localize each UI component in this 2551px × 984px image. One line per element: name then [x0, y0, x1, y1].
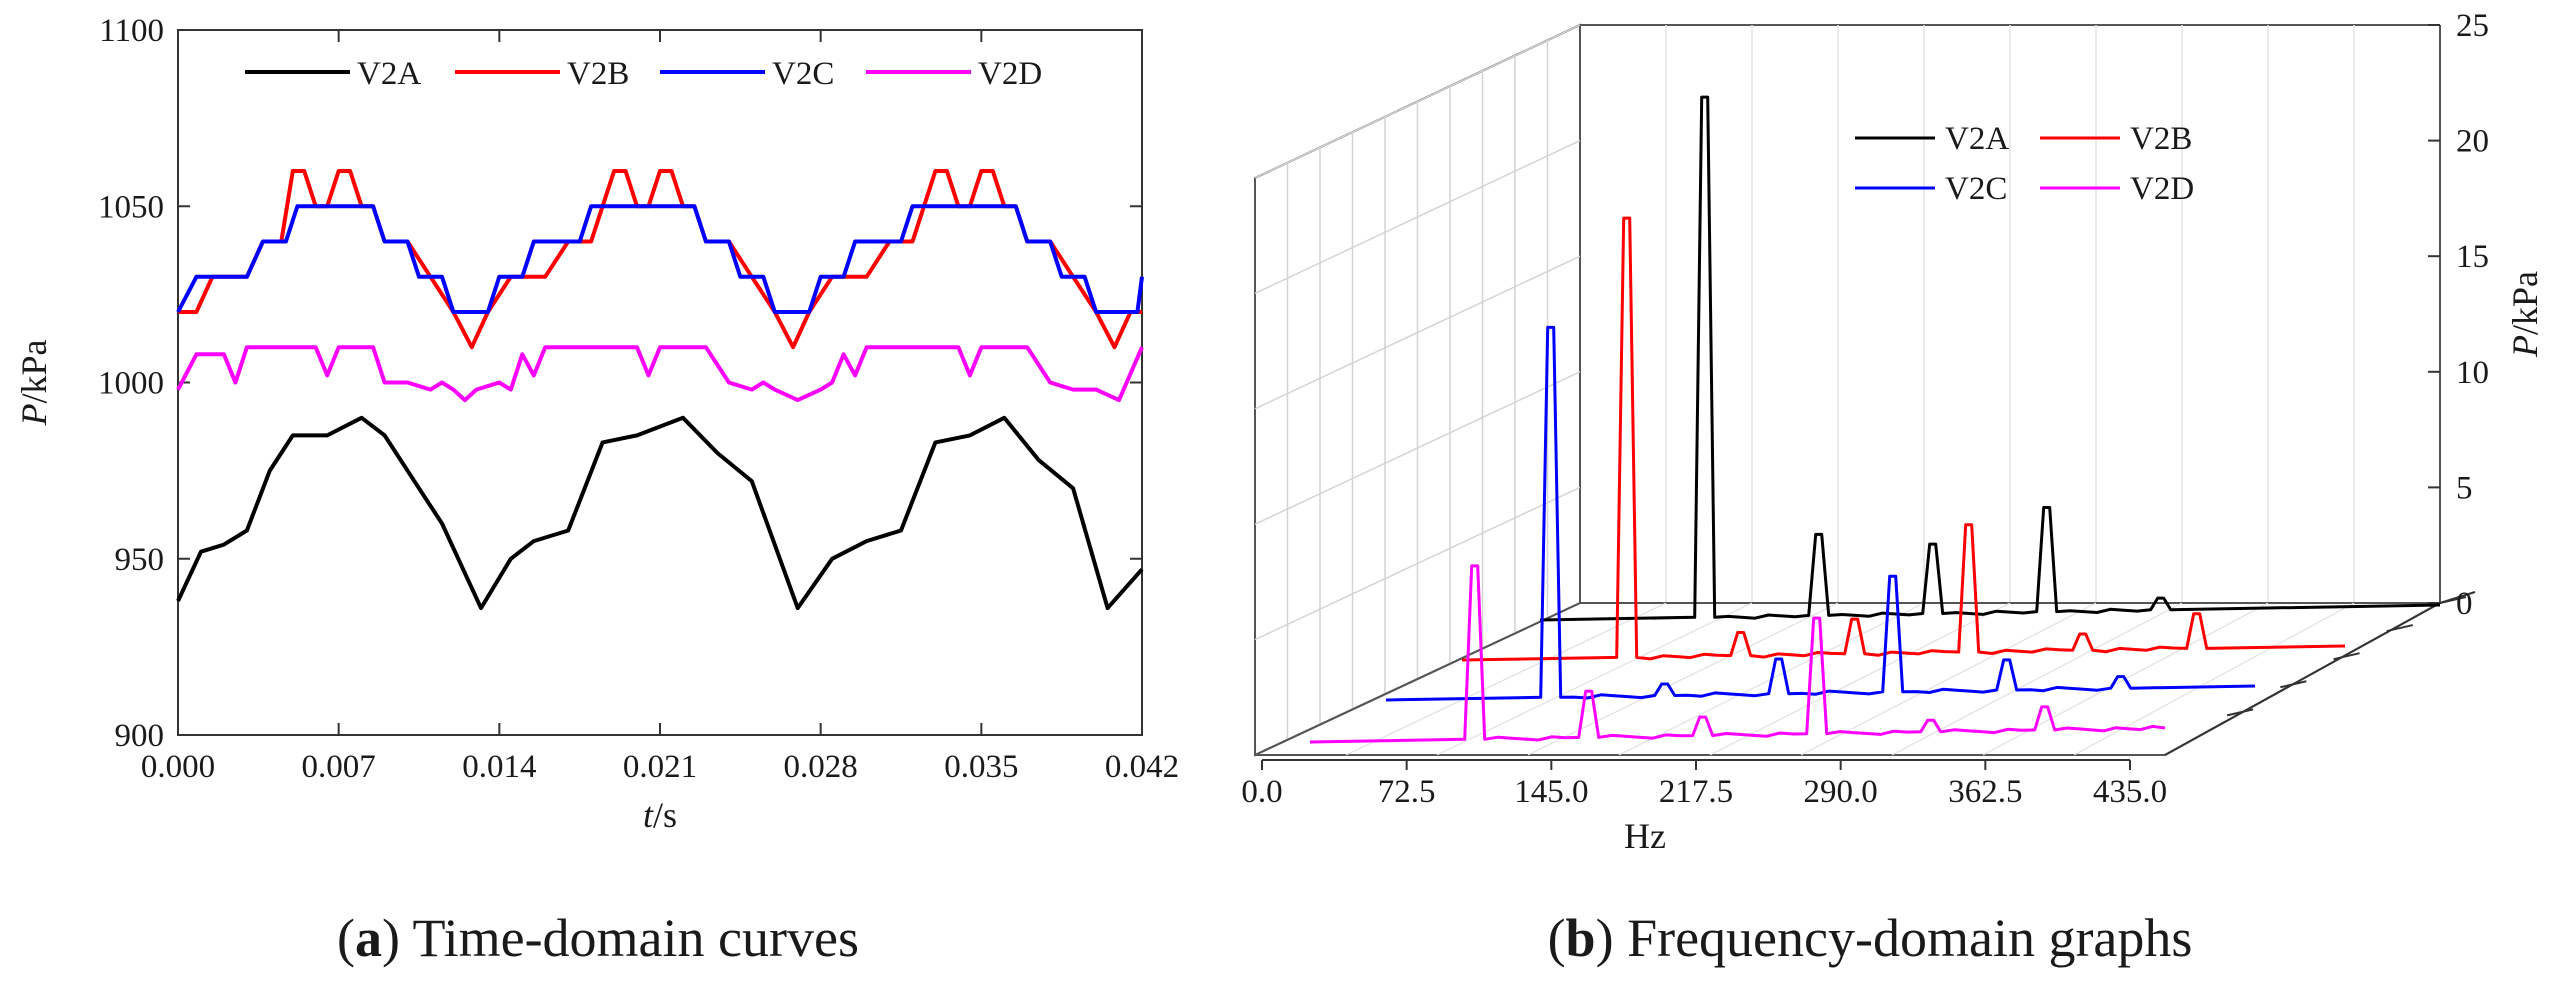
legend-label-v2b: V2B: [2130, 121, 2192, 157]
legend-label-v2a: V2A: [357, 56, 421, 92]
time-domain-chart: 0.000 0.007 0.014 0.021 0.028 0.035 0.042 900 95…: [14, 13, 1179, 835]
y-axis-label: P/kPa: [14, 339, 54, 426]
x-axis-label: Hz: [1624, 816, 1666, 856]
x-axis-label: t/s: [643, 795, 677, 835]
y-tick-label: 950: [115, 542, 165, 578]
legend-label-v2b: V2B: [567, 56, 629, 92]
spectrum-v2c: [1385, 325, 2256, 702]
legend-label-v2d: V2D: [2130, 171, 2194, 207]
legend-label-v2d: V2D: [978, 56, 1042, 92]
y-tick-label: 1000: [98, 366, 164, 402]
legend-label-v2a: V2A: [1945, 121, 2009, 157]
x-tick-label: 290.0: [1804, 774, 1878, 810]
x-tick-label: 145.0: [1514, 774, 1588, 810]
plot-frame: [177, 29, 1143, 736]
x-tick-label: 0.021: [623, 749, 697, 785]
floor-gridline: [1800, 602, 2097, 756]
back-wall-z-gridline: [1254, 24, 1581, 179]
floor-gridline: [1436, 602, 1753, 756]
caption-b: (b) Frequency-domain graphs: [1548, 908, 2193, 968]
z-tick-label: 0: [2456, 586, 2473, 622]
depth-axis: [2164, 602, 2441, 756]
series-line-v2d: [176, 345, 1144, 403]
back-wall-z-gridline: [1254, 371, 1581, 525]
back-wall-z-gridline: [1254, 255, 1581, 410]
floor-gridline: [1891, 602, 2183, 756]
z-tick-label: 20: [2456, 124, 2489, 160]
depth-tick: [2333, 652, 2360, 661]
depth-axis-ext: [2439, 591, 2476, 604]
z-tick-label: 25: [2456, 8, 2489, 44]
x-tick-label: 0.0: [1241, 774, 1282, 810]
z-tick-label: 15: [2456, 239, 2489, 275]
x-tick-label: 0.035: [944, 749, 1018, 785]
floor-gridline: [1345, 602, 1667, 756]
x-tick-label: 0.042: [1105, 749, 1179, 785]
y-tick-label: 900: [115, 718, 165, 754]
series-line-v2a: [176, 415, 1144, 611]
z-tick-label: 10: [2456, 355, 2489, 391]
y-tick-label: 1050: [98, 189, 164, 225]
back-wall-z-gridline: [1254, 139, 1581, 295]
frequency-domain-chart: 0 5 10 15 20 25 P/kPa 0.0 72.5 145.0 217.5 290.0 362…: [1241, 8, 2545, 856]
spectrum-v2d: [1309, 564, 2166, 744]
floor-gridline: [2073, 602, 2355, 756]
back-wall-z-gridline: [1254, 486, 1581, 641]
x-tick-label: 362.5: [1948, 774, 2022, 810]
spectrum-v2b: [1461, 216, 2346, 662]
x-tick-label: 0.014: [462, 749, 536, 785]
y-tick-label: 1100: [99, 13, 164, 49]
z-tick-label: 5: [2456, 470, 2473, 506]
legend-label-v2c: V2C: [772, 56, 834, 92]
spectrum-v2a: [1539, 95, 2441, 622]
x-tick-label: 72.5: [1378, 774, 1436, 810]
x-tick-label: 0.000: [141, 749, 215, 785]
x-tick-label: 435.0: [2093, 774, 2167, 810]
floor-gridline: [1527, 602, 1839, 756]
x-tick-label: 217.5: [1659, 774, 1733, 810]
x-tick-label: 0.007: [302, 749, 376, 785]
series-line-v2b: [178, 169, 1142, 350]
caption-a: (a) Time-domain curves: [337, 908, 859, 968]
legend-label-v2c: V2C: [1945, 171, 2007, 207]
x-tick-label: 0.028: [784, 749, 858, 785]
z-axis-label: P/kPa: [2505, 271, 2545, 358]
series-line-v2c: [176, 204, 1144, 314]
